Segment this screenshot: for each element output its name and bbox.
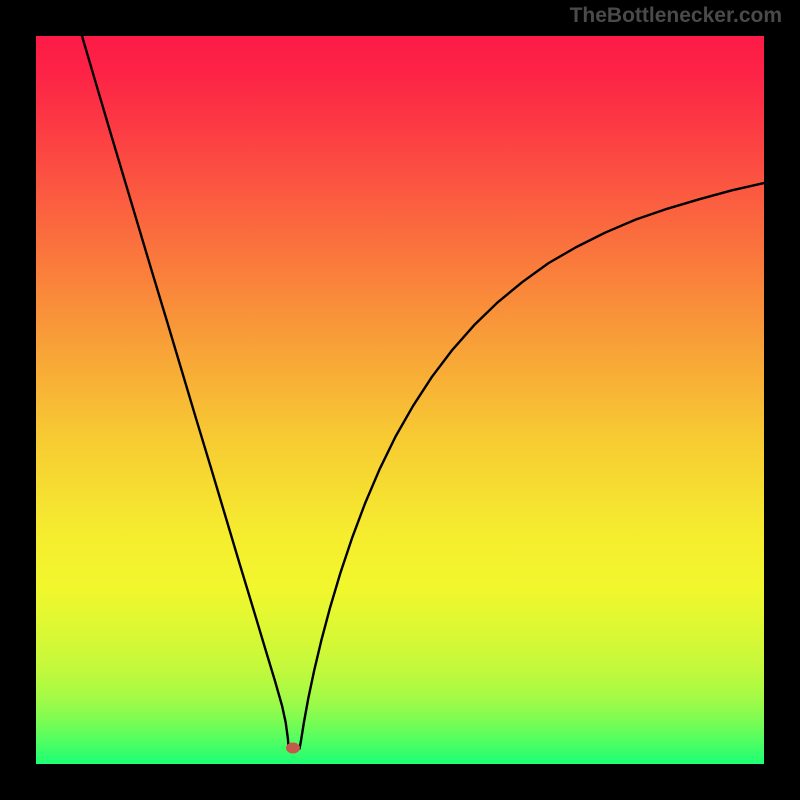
plot-background: [36, 36, 764, 764]
trough-marker: [286, 742, 300, 753]
watermark-text: TheBottlenecker.com: [570, 4, 782, 28]
chart-container: { "watermark": { "text": "TheBottlenecke…: [0, 0, 800, 800]
chart-svg: [0, 0, 800, 800]
